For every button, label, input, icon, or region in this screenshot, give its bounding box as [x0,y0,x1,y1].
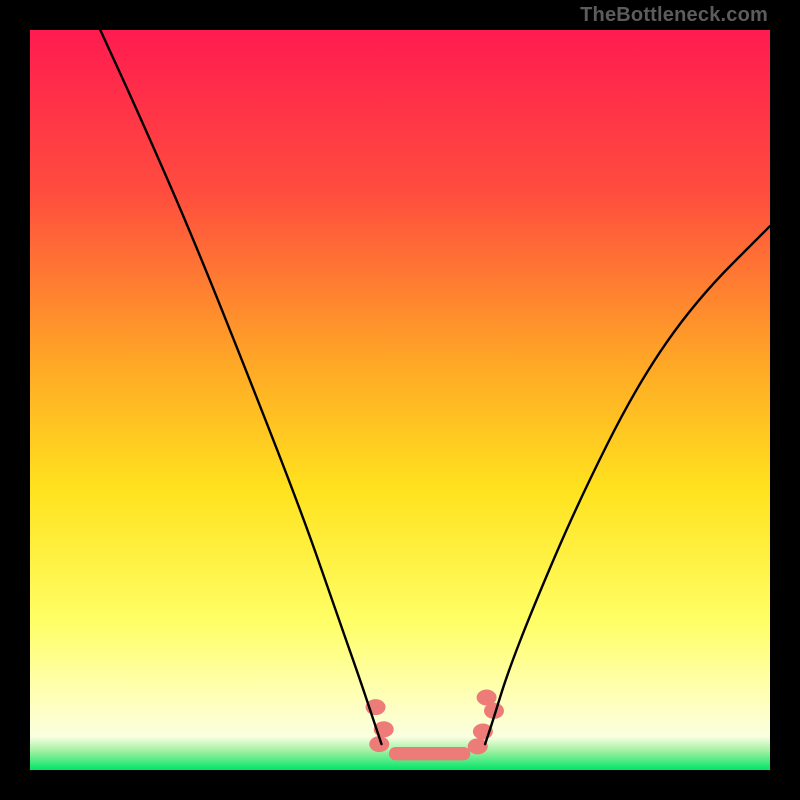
watermark-text: TheBottleneck.com [580,4,768,27]
squiggle-blob-right-3 [468,738,488,754]
plot-svg [30,30,770,770]
chart-frame: TheBottleneck.com [0,0,800,800]
plot-area [30,30,770,770]
gradient-background [30,30,770,770]
squiggle-bar [389,747,470,760]
